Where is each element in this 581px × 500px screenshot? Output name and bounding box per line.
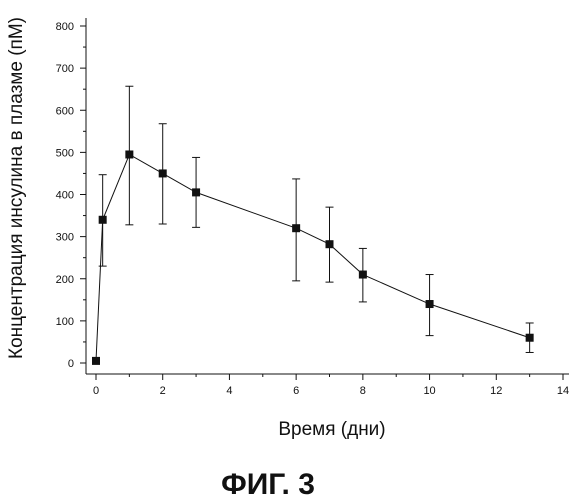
x-tick-label: 10 [423,385,435,397]
x-tick-label: 6 [293,385,299,397]
data-point [326,240,334,248]
x-tick-label: 14 [557,385,569,397]
y-tick-label: 300 [56,232,74,244]
y-tick-label: 0 [68,358,74,370]
data-point [292,224,300,232]
data-point [159,169,167,177]
data-series [92,86,534,365]
y-tick-label: 800 [56,21,74,33]
x-tick-label: 8 [360,385,366,397]
x-tick-label: 0 [93,385,99,397]
y-tick-label: 600 [56,105,74,117]
y-axis-title: Концентрация инсулина в плазме (пМ) [6,17,27,359]
data-point [359,271,367,279]
y-tick-label: 200 [56,274,74,286]
y-tick-label: 700 [56,63,74,75]
y-tick-label: 500 [56,147,74,159]
data-point [192,188,200,196]
y-tick-label: 400 [56,190,74,202]
data-point [526,334,534,342]
data-point [92,357,100,365]
data-point [125,150,133,158]
x-tick-label: 4 [226,385,232,397]
series-line [96,154,530,360]
x-tick-label: 2 [160,385,166,397]
figure-caption: ФИГ. 3 [221,468,315,500]
y-tick-label: 100 [56,316,74,328]
x-axis-title: Время (дни) [278,419,385,440]
axes [86,18,569,374]
data-point [99,216,107,224]
data-point [426,300,434,308]
ticks: 0 100 200 300 400 500 600 700 800 0 2 4 6 8 10 12 14 [56,21,569,397]
x-tick-label: 12 [490,385,502,397]
